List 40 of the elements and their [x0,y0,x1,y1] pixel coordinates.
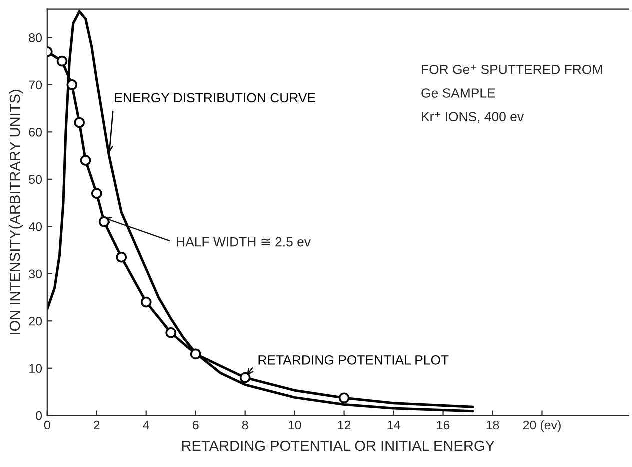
x-tick-label: 14 [388,420,400,430]
point [116,252,128,263]
y-tick-label: 40 [28,222,42,232]
y-tick-label: 70 [29,80,42,90]
point [56,56,68,67]
point [80,155,92,166]
series-label: RETARDING POTENTIAL PLOT [258,356,449,365]
y-tick-label: 10 [30,364,42,374]
annotation: FOR Ge⁺ SPUTTERED FROM [422,64,602,74]
point [338,392,350,404]
x-tick-label: 18 [486,420,500,430]
point [74,117,85,128]
x-tick-label: 4 [143,420,150,430]
point [166,328,177,338]
x-tick-label: 0 [44,420,50,430]
y-axis-title: ION INTENSITY(ARBITRARY UNITS) [9,90,24,334]
y-tick-label: 60 [29,128,42,137]
y-tick-label: 50 [29,175,42,184]
x-tick-label: 12 [338,420,351,430]
x-tick-label: 8 [242,420,248,430]
x-tick-label: 2 [94,420,100,430]
point [240,372,251,384]
point [91,188,102,199]
annotation: HALF WIDTH ≅ 2.5 ev [177,237,311,247]
x-tick-label: 16 [437,420,450,430]
point [190,348,202,360]
y-tick-label: 80 [29,33,42,42]
point [98,216,110,228]
series-label: ENERGY DISTRIBUTION CURVE [115,93,316,103]
y-tick-label: 0 [36,411,42,420]
y-tick-label: 20 [29,316,42,326]
annotation: Ge SAMPLE [422,88,496,98]
point [66,80,78,90]
x-tick-label: 20 (ev) [523,420,561,432]
point [140,296,152,308]
x-axis-title: RETARDING POTENTIAL OR INITIAL ENERGY [182,440,495,452]
annotation: Kr⁺ IONS, 400 ev [422,112,524,124]
x-tick-label: 6 [193,420,199,430]
x-tick-label: 10 [288,420,302,430]
y-tick-label: 30 [29,270,42,279]
